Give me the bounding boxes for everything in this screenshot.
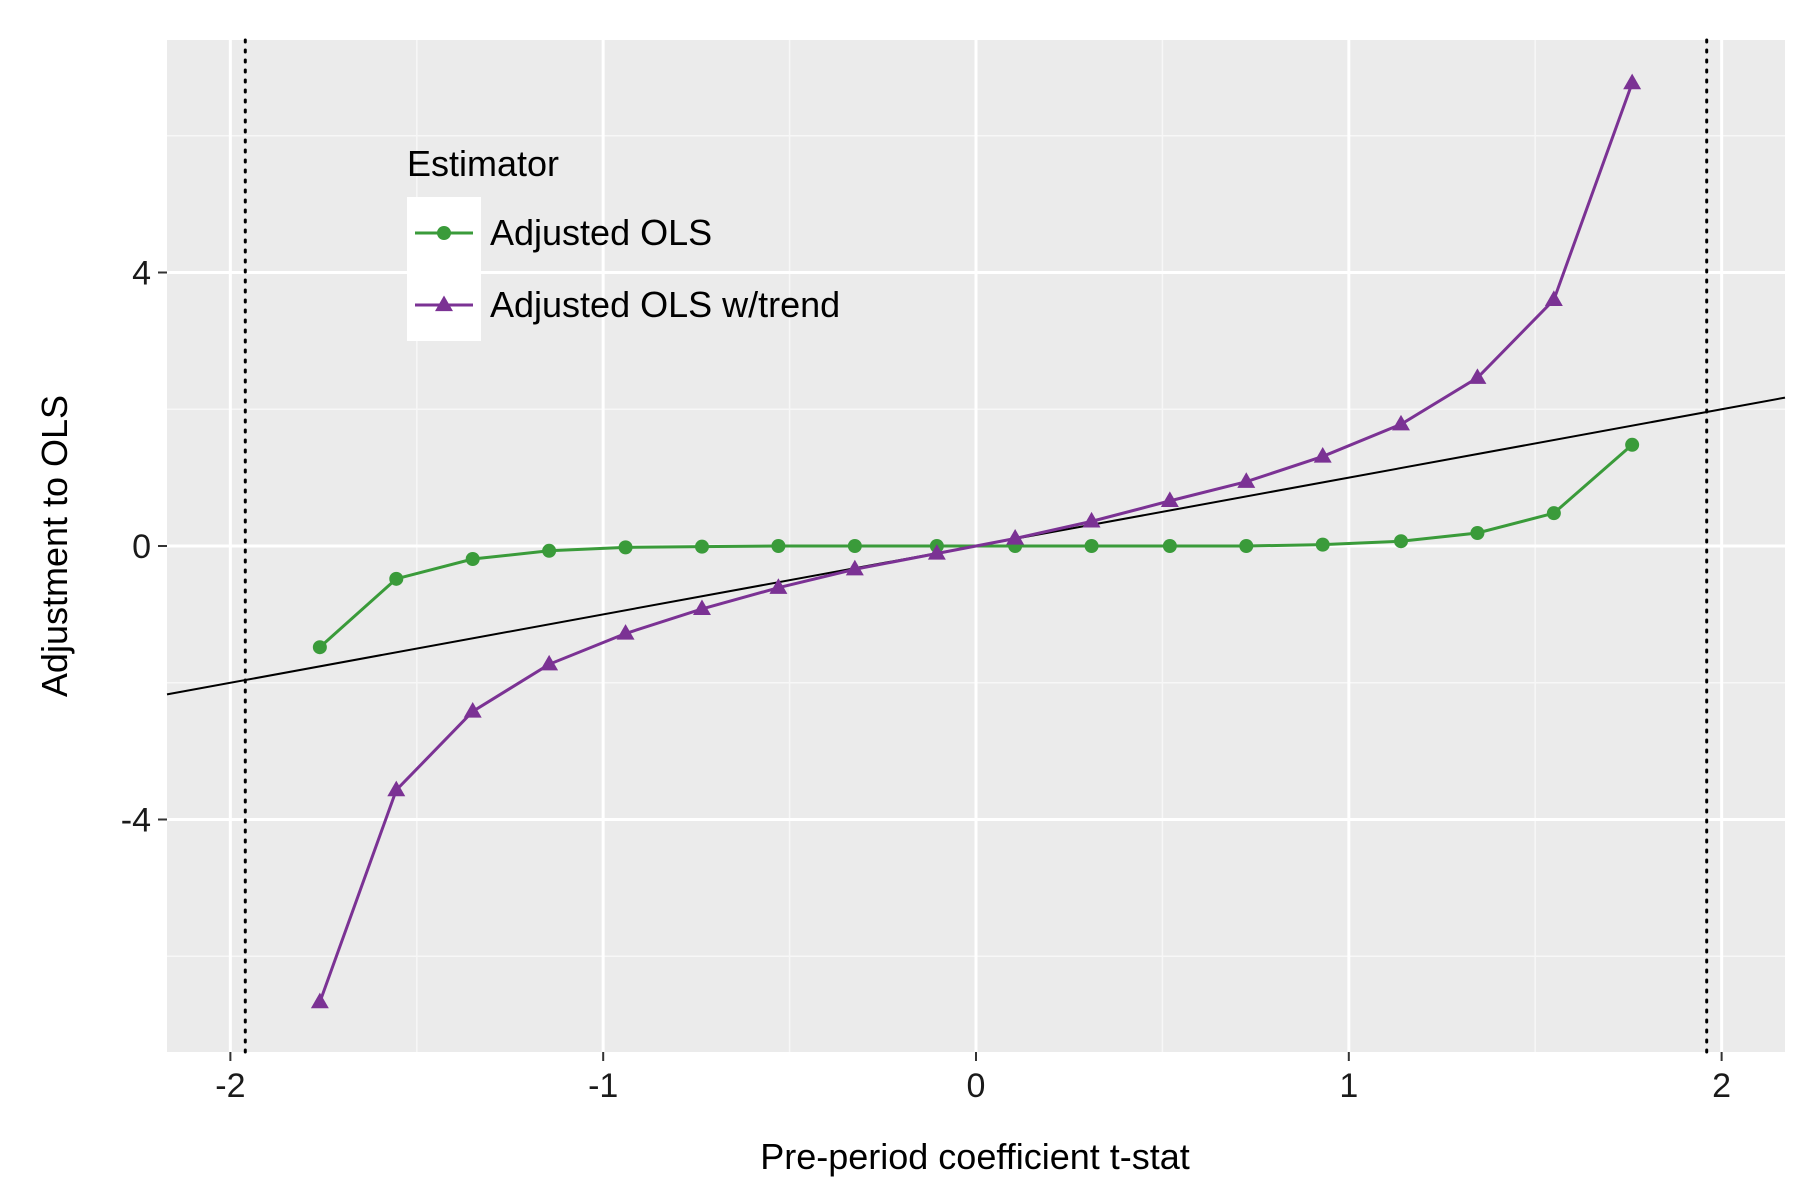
data-point (465, 551, 480, 566)
legend: Estimator Adjusted OLS Adjusted OLS w/tren… (407, 143, 840, 341)
data-point (1084, 539, 1099, 553)
x-tick-label: -1 (588, 1067, 618, 1105)
data-point (1544, 290, 1563, 306)
data-point (693, 599, 711, 616)
data-point (618, 540, 633, 555)
data-point (1394, 534, 1409, 549)
y-tick-label: 0 (132, 528, 151, 566)
data-point (542, 543, 557, 558)
critical-value-lines (243, 38, 1709, 1054)
data-point (845, 559, 864, 576)
data-point (694, 539, 709, 554)
data-point (1623, 73, 1642, 90)
legend-key-marker (435, 295, 453, 312)
data-point (389, 571, 404, 586)
x-tick-label: 0 (967, 1067, 986, 1105)
data-point (387, 780, 406, 797)
data-point (847, 539, 862, 553)
series-group (310, 73, 1642, 1009)
y-tick-label: 4 (132, 254, 151, 292)
legend-label: Adjusted OLS w/trend (490, 284, 840, 325)
legend-key-background (407, 197, 481, 341)
data-point (463, 702, 482, 718)
legend-label: Adjusted OLS (490, 212, 712, 253)
x-tick-label: 1 (1339, 1067, 1358, 1105)
legend-item: Adjusted OLS (415, 212, 712, 253)
data-point (769, 578, 788, 594)
legend-title: Estimator (407, 143, 559, 184)
data-point (1239, 539, 1254, 553)
x-tick-label: 2 (1712, 1067, 1731, 1105)
data-point (1625, 437, 1640, 452)
legend-key-marker (437, 226, 451, 240)
legend-item: Adjusted OLS w/trend (415, 284, 840, 325)
x-tick-label: -2 (215, 1067, 245, 1105)
data-point (1468, 368, 1487, 384)
data-point (927, 544, 946, 560)
data-point (1162, 539, 1177, 553)
y-axis-title: Adjustment to OLS (34, 395, 75, 697)
data-point (1082, 511, 1101, 528)
data-point (1237, 472, 1256, 488)
series-line (318, 82, 1634, 1003)
data-point (310, 992, 329, 1009)
series-2 (310, 73, 1642, 1009)
data-point (1470, 526, 1485, 541)
data-point (616, 624, 635, 640)
data-point (312, 640, 327, 655)
y-tick-label: -4 (121, 802, 151, 840)
data-point (540, 654, 559, 671)
x-axis-title: Pre-period coefficient t-stat (760, 1136, 1190, 1177)
axes: -2 -1 0 1 2 -4 0 4 (121, 254, 1731, 1105)
data-point (1315, 537, 1330, 552)
data-point (1160, 491, 1179, 508)
data-point (1006, 529, 1025, 545)
data-point (1392, 414, 1410, 431)
data-point (1546, 506, 1561, 521)
data-point (1313, 446, 1332, 463)
data-point (771, 539, 786, 553)
